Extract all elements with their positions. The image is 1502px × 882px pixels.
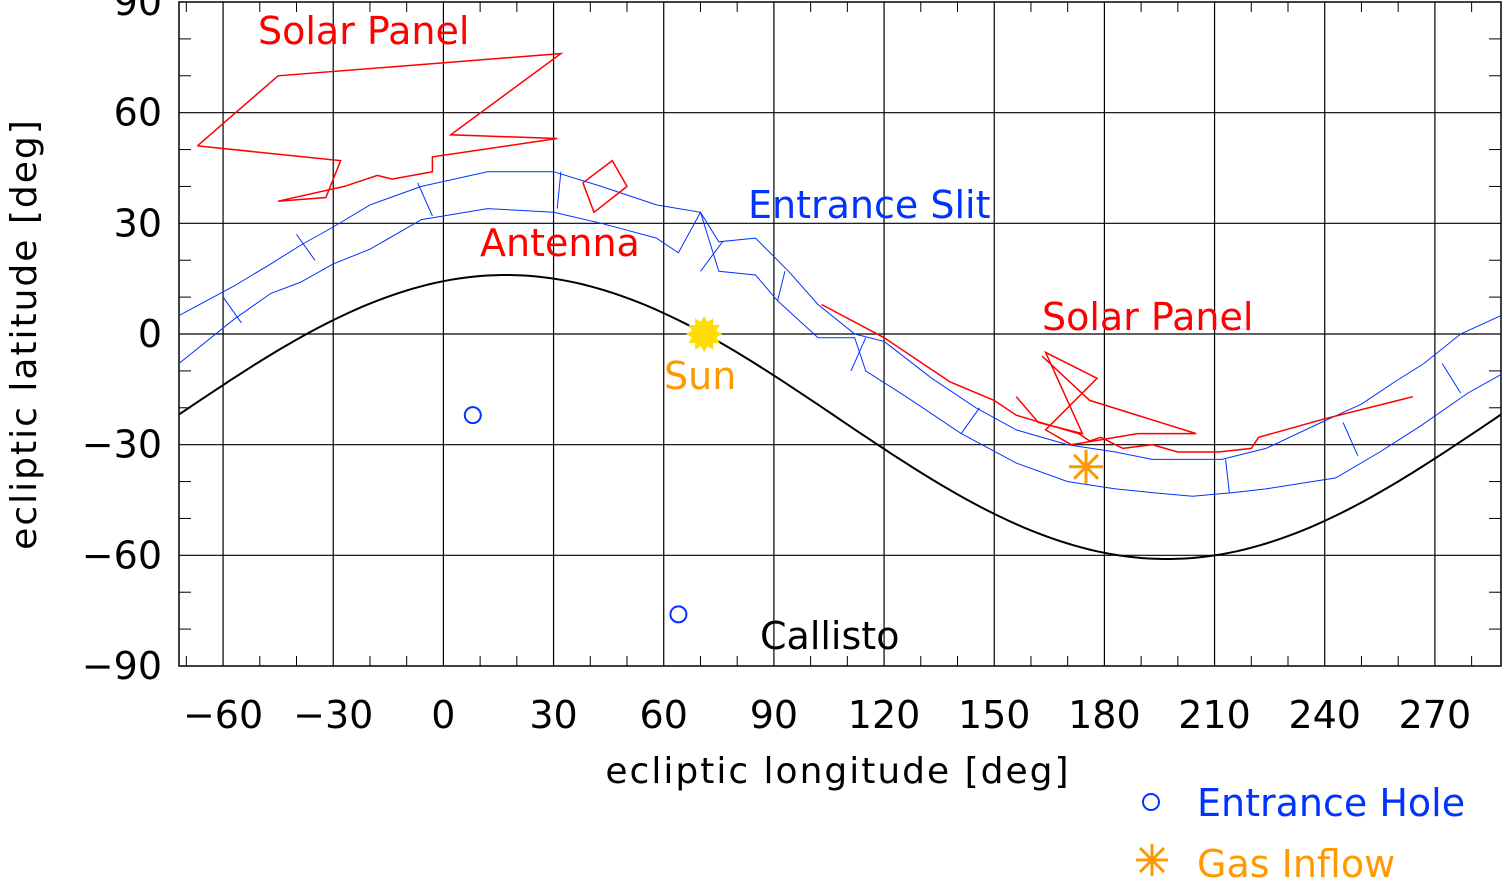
- x-tick-label: −60: [183, 693, 263, 737]
- plot-frame: [178, 1, 1502, 667]
- annotation-antenna: Antenna: [480, 221, 640, 265]
- entrance-slit-divider: [777, 271, 786, 301]
- x-tick-label: 60: [640, 693, 688, 737]
- y-tick-label: −30: [82, 423, 162, 467]
- x-tick-label: 150: [958, 693, 1031, 737]
- entrance-slit-divider: [960, 407, 980, 434]
- entrance-hole-marker: [463, 406, 482, 425]
- x-tick-labels: −60 −30 0 30 60 90 120 150 180 210 240 270: [183, 693, 1471, 737]
- x-axis-label: ecliptic longitude [deg]: [605, 751, 1070, 792]
- x-tick-label: 270: [1399, 693, 1472, 737]
- callisto-track-line: [178, 274, 1502, 560]
- entrance-slit-upper-line: [178, 171, 1502, 460]
- axis-ticks: [179, 2, 1501, 666]
- legend-gas-inflow-label: Gas Inflow: [1197, 842, 1395, 882]
- entrance-slit-divider: [222, 296, 242, 324]
- grid-lines: [179, 2, 1501, 666]
- gas-inflow-marker: [1069, 449, 1104, 484]
- entrance-slit-divider: [700, 241, 723, 272]
- y-tick-label: −90: [82, 644, 162, 688]
- x-tick-label: 0: [431, 693, 455, 737]
- entrance-slit-divider: [296, 234, 316, 261]
- x-tick-label: 120: [848, 693, 921, 737]
- annotation-sun: Sun: [664, 354, 736, 398]
- solar-panel-right-spike: [1015, 350, 1197, 446]
- entrance-slit-divider: [1342, 422, 1359, 456]
- y-axis-label: ecliptic latitude [deg]: [4, 118, 45, 550]
- markers-layer: [463, 315, 1104, 624]
- legend-entrance-hole-label: Entrance Hole: [1197, 781, 1465, 825]
- legend-entrance-hole-symbol: [1142, 793, 1160, 811]
- y-tick-label: 90: [114, 0, 162, 24]
- y-tick-labels: 90 60 30 0 −30 −60 −90: [82, 0, 162, 688]
- x-tick-label: 30: [529, 693, 577, 737]
- antenna-outline: [582, 159, 628, 214]
- y-tick-label: −60: [82, 533, 162, 577]
- annotation-solar-panel-right: Solar Panel: [1042, 295, 1253, 339]
- x-tick-label: 240: [1288, 693, 1361, 737]
- x-tick-label: −30: [293, 693, 373, 737]
- legend-gas-inflow-symbol: [1136, 844, 1168, 876]
- sun-marker: [686, 315, 723, 353]
- series-layer: [178, 52, 1502, 560]
- x-tick-label: 210: [1178, 693, 1251, 737]
- entrance-slit-divider: [850, 337, 867, 372]
- x-tick-label: 180: [1068, 693, 1141, 737]
- legend: Entrance Hole Gas Inflow: [1136, 781, 1465, 882]
- annotation-callisto: Callisto: [760, 614, 899, 658]
- entrance-slit-divider: [417, 182, 433, 217]
- entrance-slit-divider: [1441, 363, 1462, 394]
- solar-panel-right-outline: [821, 303, 1414, 453]
- y-tick-label: 0: [138, 312, 162, 356]
- y-tick-label: 30: [114, 201, 162, 245]
- entrance-slit-lower-line: [178, 208, 1502, 497]
- solar-panel-top-outline: [196, 52, 564, 202]
- entrance-slit-divider: [1225, 459, 1230, 493]
- entrance-slit-divider: [556, 171, 562, 209]
- annotation-solar-panel-top: Solar Panel: [258, 9, 469, 53]
- annotation-entrance-slit: Entrance Slit: [748, 183, 990, 227]
- x-tick-label: 90: [750, 693, 798, 737]
- y-tick-label: 60: [114, 91, 162, 135]
- entrance-hole-marker: [669, 605, 688, 624]
